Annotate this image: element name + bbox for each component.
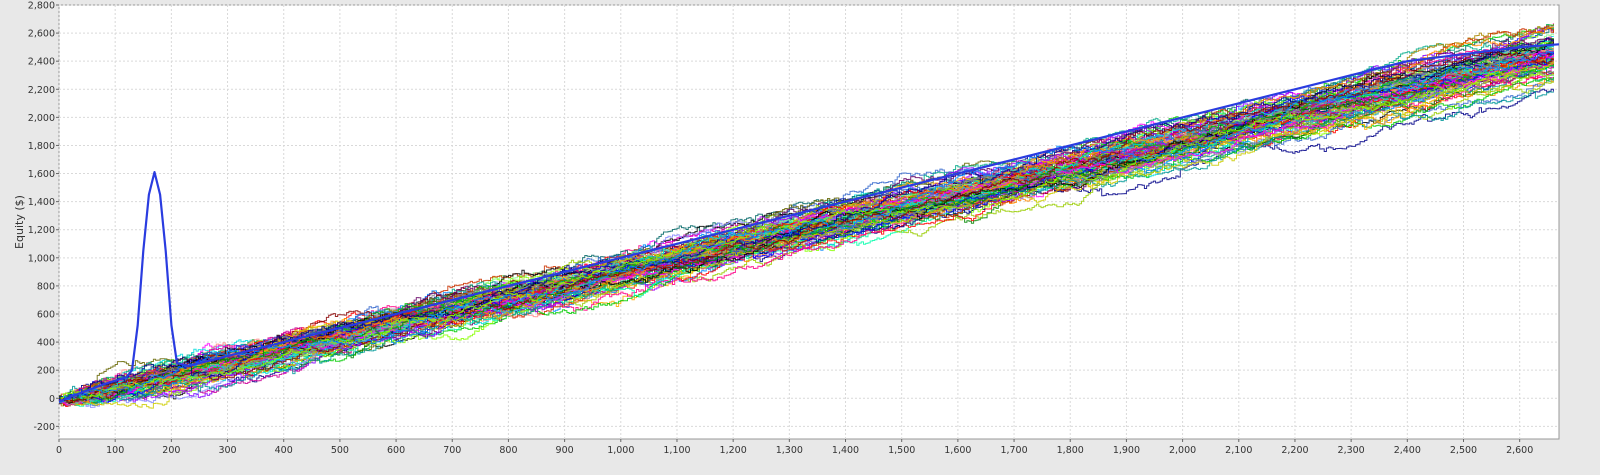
x-tick-label: 100 xyxy=(106,445,124,456)
x-tick-label: 1,600 xyxy=(944,445,971,456)
x-tick-label: 0 xyxy=(56,445,62,456)
x-tick-label: 1,700 xyxy=(1000,445,1027,456)
x-tick-label: 2,200 xyxy=(1281,445,1308,456)
x-tick-label: 1,900 xyxy=(1113,445,1140,456)
y-tick-label: 1,800 xyxy=(28,141,55,152)
y-tick-label: 200 xyxy=(37,366,55,377)
x-tick-label: 400 xyxy=(275,445,293,456)
x-tick-label: 300 xyxy=(218,445,236,456)
y-tick-label: 0 xyxy=(49,394,55,405)
x-tick-label: 700 xyxy=(443,445,461,456)
x-tick-label: 2,500 xyxy=(1450,445,1477,456)
x-tick-label: 1,300 xyxy=(776,445,803,456)
x-tick-label: 1,400 xyxy=(832,445,859,456)
x-tick-label: 2,600 xyxy=(1506,445,1533,456)
y-tick-label: 400 xyxy=(37,338,55,349)
simulation-line xyxy=(59,72,1554,403)
y-tick-label: 800 xyxy=(37,281,55,292)
x-tick-label: 500 xyxy=(331,445,349,456)
y-tick-label: 1,400 xyxy=(28,197,55,208)
x-tick-label: 1,100 xyxy=(663,445,690,456)
highlighted-series xyxy=(58,43,1560,403)
x-tick-label: 2,000 xyxy=(1169,445,1196,456)
simulation-line xyxy=(59,37,1554,401)
x-tick-label: 900 xyxy=(556,445,574,456)
y-tick-label: 2,600 xyxy=(28,29,55,40)
y-tick-label: 600 xyxy=(37,309,55,320)
x-tick-label: 2,400 xyxy=(1394,445,1421,456)
y-tick-label: 2,400 xyxy=(28,57,55,68)
x-tick-label: 600 xyxy=(387,445,405,456)
x-tick-label: 1,800 xyxy=(1057,445,1084,456)
x-tick-label: 1,500 xyxy=(888,445,915,456)
y-tick-label: 1,000 xyxy=(28,253,55,264)
x-tick-label: 1,200 xyxy=(720,445,747,456)
simulation-line xyxy=(59,50,1554,404)
y-axis: -200 0 200 400 600 800 1,000 1,200 1,400 1,600 1,8… xyxy=(28,1,59,433)
y-tick-label: 1,200 xyxy=(28,225,55,236)
x-tick-label: 1,000 xyxy=(607,445,634,456)
y-tick-label: 2,000 xyxy=(28,113,55,124)
highlight-line xyxy=(58,43,1560,403)
x-tick-label: 200 xyxy=(162,445,180,456)
x-tick-label: 2,300 xyxy=(1338,445,1365,456)
y-tick-label: 2,800 xyxy=(28,1,55,12)
x-tick-label: 2,100 xyxy=(1225,445,1252,456)
x-axis: 0 100 200 300 400 500 600 700 800 900 1,000 1,100 1,… xyxy=(56,439,1533,456)
y-tick-label: 2,200 xyxy=(28,85,55,96)
y-tick-label: 1,600 xyxy=(28,169,55,180)
x-tick-label: 800 xyxy=(499,445,517,456)
y-tick-label: -200 xyxy=(33,422,55,433)
y-axis-label: Equity ($) xyxy=(13,195,26,249)
